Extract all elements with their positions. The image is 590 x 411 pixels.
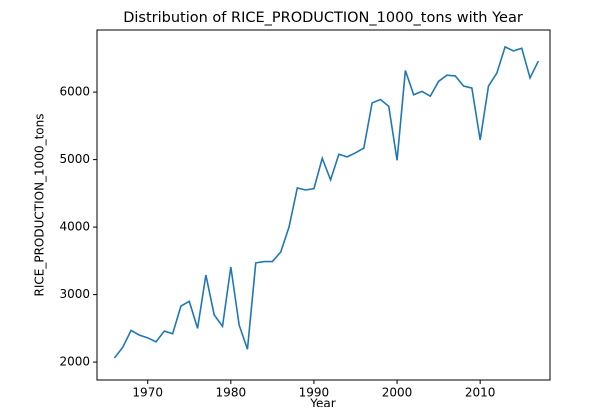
y-tick-label: 2000 <box>59 355 90 369</box>
x-tick-label: 2010 <box>465 386 496 400</box>
y-axis-label: RICE_PRODUCTION_1000_tons <box>33 114 47 297</box>
x-tick-label: 2000 <box>382 386 413 400</box>
x-tick-label: 1990 <box>299 386 330 400</box>
chart-title: Distribution of RICE_PRODUCTION_1000_ton… <box>123 10 523 26</box>
y-tick-label: 4000 <box>59 220 90 234</box>
y-tick-label: 6000 <box>59 85 90 99</box>
data-line <box>113 45 540 359</box>
x-tick-label: 1970 <box>132 386 163 400</box>
y-tick-label: 3000 <box>59 287 90 301</box>
plot-frame <box>96 29 551 381</box>
x-tick-label: 1980 <box>216 386 247 400</box>
y-tick-label: 5000 <box>59 152 90 166</box>
